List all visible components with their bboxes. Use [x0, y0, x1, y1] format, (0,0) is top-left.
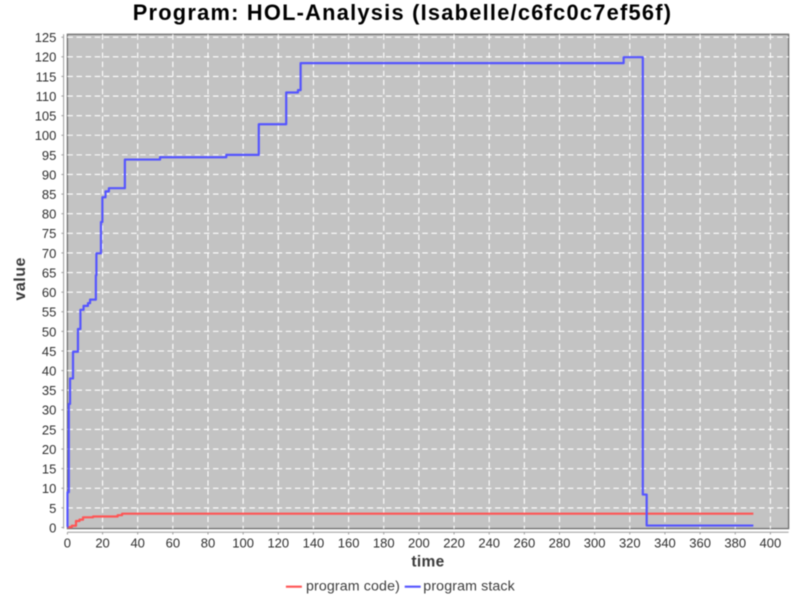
svg-text:70: 70 [42, 246, 56, 261]
svg-text:300: 300 [584, 536, 606, 551]
svg-text:40: 40 [42, 364, 56, 379]
svg-text:160: 160 [338, 536, 360, 551]
svg-text:55: 55 [42, 305, 56, 320]
svg-text:400: 400 [760, 536, 782, 551]
svg-text:140: 140 [303, 536, 325, 551]
svg-text:280: 280 [549, 536, 571, 551]
svg-text:360: 360 [689, 536, 711, 551]
svg-text:115: 115 [36, 69, 57, 84]
svg-text:65: 65 [42, 265, 56, 280]
svg-text:110: 110 [36, 89, 57, 104]
svg-text:value: value [12, 257, 29, 300]
svg-text:80: 80 [201, 536, 215, 551]
svg-text:time: time [411, 554, 444, 571]
svg-text:30: 30 [42, 403, 56, 418]
svg-text:180: 180 [373, 536, 395, 551]
svg-text:80: 80 [42, 207, 56, 222]
svg-text:380: 380 [724, 536, 746, 551]
svg-text:200: 200 [408, 536, 430, 551]
svg-text:320: 320 [619, 536, 641, 551]
svg-text:35: 35 [42, 383, 56, 398]
svg-text:45: 45 [42, 344, 56, 359]
svg-text:120: 120 [35, 50, 57, 65]
svg-text:85: 85 [42, 187, 56, 202]
svg-text:10: 10 [42, 481, 56, 496]
svg-text:5: 5 [49, 501, 56, 516]
svg-text:50: 50 [42, 324, 56, 339]
svg-text:100: 100 [35, 128, 57, 143]
svg-text:60: 60 [42, 285, 56, 300]
svg-text:Program: HOL-Analysis (Isabell: Program: HOL-Analysis (Isabelle/c6fc0c7e… [133, 0, 673, 25]
svg-text:program code): program code) [306, 579, 400, 595]
svg-text:95: 95 [42, 148, 56, 163]
svg-text:100: 100 [232, 536, 254, 551]
svg-text:20: 20 [42, 442, 56, 457]
svg-text:75: 75 [42, 226, 56, 241]
svg-text:220: 220 [443, 536, 465, 551]
svg-text:90: 90 [42, 167, 56, 182]
svg-text:40: 40 [130, 536, 144, 551]
svg-text:240: 240 [478, 536, 500, 551]
svg-text:0: 0 [49, 520, 56, 535]
svg-text:260: 260 [513, 536, 535, 551]
svg-text:0: 0 [64, 536, 71, 551]
svg-text:25: 25 [42, 422, 56, 437]
svg-text:125: 125 [35, 30, 57, 45]
svg-text:15: 15 [42, 462, 56, 477]
svg-text:340: 340 [654, 536, 676, 551]
svg-text:program stack: program stack [423, 579, 515, 595]
svg-text:20: 20 [95, 536, 109, 551]
svg-text:120: 120 [267, 536, 289, 551]
svg-text:105: 105 [35, 109, 57, 124]
svg-text:60: 60 [166, 536, 180, 551]
